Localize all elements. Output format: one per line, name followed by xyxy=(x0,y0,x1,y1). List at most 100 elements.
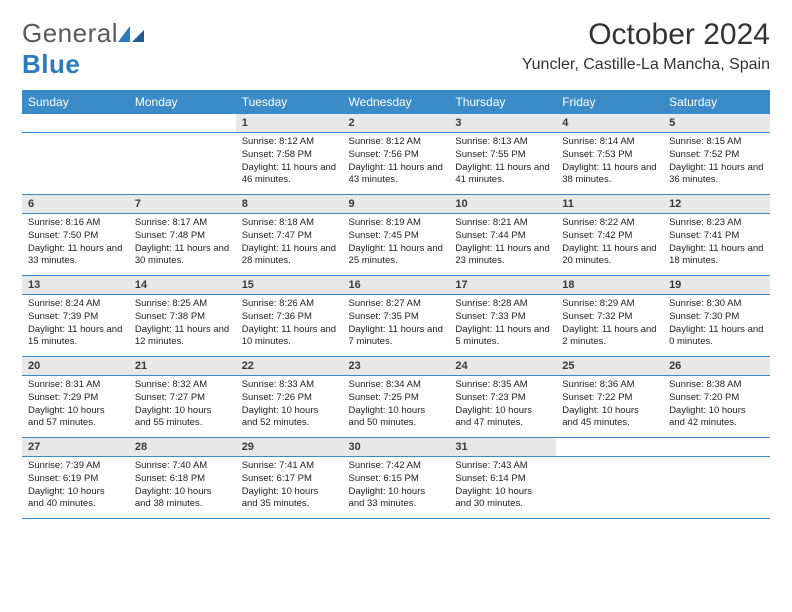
day-number xyxy=(22,114,129,133)
day-cell: Sunrise: 8:19 AMSunset: 7:45 PMDaylight:… xyxy=(343,214,450,276)
calendar-page: GeneralBlue October 2024 Yuncler, Castil… xyxy=(0,0,792,612)
day-number: 24 xyxy=(449,357,556,376)
sunrise-text: Sunrise: 8:36 AM xyxy=(562,379,657,392)
day-cell: Sunrise: 8:34 AMSunset: 7:25 PMDaylight:… xyxy=(343,376,450,438)
day-number: 6 xyxy=(22,195,129,214)
day-cell: Sunrise: 8:14 AMSunset: 7:53 PMDaylight:… xyxy=(556,133,663,195)
day-cell: Sunrise: 8:21 AMSunset: 7:44 PMDaylight:… xyxy=(449,214,556,276)
day-number: 28 xyxy=(129,438,236,457)
daylight-text: Daylight: 11 hours and 46 minutes. xyxy=(242,162,337,188)
day-cell: Sunrise: 8:30 AMSunset: 7:30 PMDaylight:… xyxy=(663,295,770,357)
sunrise-text: Sunrise: 8:35 AM xyxy=(455,379,550,392)
day-cell xyxy=(129,133,236,195)
daylight-text: Daylight: 11 hours and 12 minutes. xyxy=(135,324,230,350)
daylight-text: Daylight: 11 hours and 7 minutes. xyxy=(349,324,444,350)
day-cell: Sunrise: 7:42 AMSunset: 6:15 PMDaylight:… xyxy=(343,457,450,519)
sunset-text: Sunset: 7:56 PM xyxy=(349,149,444,162)
day-number-row: 13141516171819 xyxy=(22,276,770,295)
day-number: 22 xyxy=(236,357,343,376)
sunset-text: Sunset: 7:23 PM xyxy=(455,392,550,405)
sunset-text: Sunset: 7:47 PM xyxy=(242,230,337,243)
daylight-text: Daylight: 10 hours and 47 minutes. xyxy=(455,405,550,431)
sunset-text: Sunset: 7:26 PM xyxy=(242,392,337,405)
day-number xyxy=(129,114,236,133)
day-number: 10 xyxy=(449,195,556,214)
daylight-text: Daylight: 11 hours and 43 minutes. xyxy=(349,162,444,188)
sunrise-text: Sunrise: 7:39 AM xyxy=(28,460,123,473)
day-cell: Sunrise: 8:23 AMSunset: 7:41 PMDaylight:… xyxy=(663,214,770,276)
day-number: 31 xyxy=(449,438,556,457)
sunset-text: Sunset: 6:19 PM xyxy=(28,473,123,486)
sunrise-text: Sunrise: 8:12 AM xyxy=(242,136,337,149)
sunrise-text: Sunrise: 8:28 AM xyxy=(455,298,550,311)
day-number: 26 xyxy=(663,357,770,376)
day-content-row: Sunrise: 8:31 AMSunset: 7:29 PMDaylight:… xyxy=(22,376,770,438)
daylight-text: Daylight: 10 hours and 38 minutes. xyxy=(135,486,230,512)
day-cell: Sunrise: 8:24 AMSunset: 7:39 PMDaylight:… xyxy=(22,295,129,357)
day-number: 2 xyxy=(343,114,450,133)
day-header: Tuesday xyxy=(236,90,343,114)
day-number xyxy=(663,438,770,457)
day-number: 18 xyxy=(556,276,663,295)
day-cell xyxy=(22,133,129,195)
sunrise-text: Sunrise: 8:29 AM xyxy=(562,298,657,311)
day-number-row: 20212223242526 xyxy=(22,357,770,376)
day-number: 25 xyxy=(556,357,663,376)
day-cell: Sunrise: 8:12 AMSunset: 7:58 PMDaylight:… xyxy=(236,133,343,195)
logo-text: GeneralBlue xyxy=(22,18,144,80)
logo-word1: General xyxy=(22,18,118,48)
day-cell: Sunrise: 8:35 AMSunset: 7:23 PMDaylight:… xyxy=(449,376,556,438)
day-cell: Sunrise: 8:12 AMSunset: 7:56 PMDaylight:… xyxy=(343,133,450,195)
day-cell: Sunrise: 8:26 AMSunset: 7:36 PMDaylight:… xyxy=(236,295,343,357)
day-header: Monday xyxy=(129,90,236,114)
day-number: 17 xyxy=(449,276,556,295)
daylight-text: Daylight: 11 hours and 5 minutes. xyxy=(455,324,550,350)
day-cell: Sunrise: 8:38 AMSunset: 7:20 PMDaylight:… xyxy=(663,376,770,438)
sunrise-text: Sunrise: 8:38 AM xyxy=(669,379,764,392)
month-title: October 2024 xyxy=(522,18,770,52)
logo-sail-icon xyxy=(118,26,144,42)
daylight-text: Daylight: 10 hours and 57 minutes. xyxy=(28,405,123,431)
sunset-text: Sunset: 7:52 PM xyxy=(669,149,764,162)
sunrise-text: Sunrise: 8:25 AM xyxy=(135,298,230,311)
sunrise-text: Sunrise: 7:41 AM xyxy=(242,460,337,473)
day-number: 8 xyxy=(236,195,343,214)
day-cell: Sunrise: 8:28 AMSunset: 7:33 PMDaylight:… xyxy=(449,295,556,357)
daylight-text: Daylight: 10 hours and 45 minutes. xyxy=(562,405,657,431)
day-number-row: 6789101112 xyxy=(22,195,770,214)
logo-word2: Blue xyxy=(22,49,80,79)
day-number: 15 xyxy=(236,276,343,295)
sunset-text: Sunset: 7:53 PM xyxy=(562,149,657,162)
sunset-text: Sunset: 7:45 PM xyxy=(349,230,444,243)
daylight-text: Daylight: 11 hours and 2 minutes. xyxy=(562,324,657,350)
day-cell: Sunrise: 8:29 AMSunset: 7:32 PMDaylight:… xyxy=(556,295,663,357)
day-number: 23 xyxy=(343,357,450,376)
sunrise-text: Sunrise: 8:15 AM xyxy=(669,136,764,149)
daylight-text: Daylight: 10 hours and 52 minutes. xyxy=(242,405,337,431)
day-cell: Sunrise: 8:15 AMSunset: 7:52 PMDaylight:… xyxy=(663,133,770,195)
sunset-text: Sunset: 6:15 PM xyxy=(349,473,444,486)
daylight-text: Daylight: 10 hours and 33 minutes. xyxy=(349,486,444,512)
day-number: 11 xyxy=(556,195,663,214)
day-cell: Sunrise: 8:36 AMSunset: 7:22 PMDaylight:… xyxy=(556,376,663,438)
sunset-text: Sunset: 7:41 PM xyxy=(669,230,764,243)
sunrise-text: Sunrise: 8:33 AM xyxy=(242,379,337,392)
day-header: Sunday xyxy=(22,90,129,114)
day-cell: Sunrise: 8:18 AMSunset: 7:47 PMDaylight:… xyxy=(236,214,343,276)
sunset-text: Sunset: 7:50 PM xyxy=(28,230,123,243)
day-number: 9 xyxy=(343,195,450,214)
sunrise-text: Sunrise: 8:24 AM xyxy=(28,298,123,311)
sunrise-text: Sunrise: 8:14 AM xyxy=(562,136,657,149)
day-cell: Sunrise: 8:16 AMSunset: 7:50 PMDaylight:… xyxy=(22,214,129,276)
title-block: October 2024 Yuncler, Castille-La Mancha… xyxy=(522,18,770,74)
daylight-text: Daylight: 11 hours and 28 minutes. xyxy=(242,243,337,269)
day-number: 29 xyxy=(236,438,343,457)
day-cell xyxy=(663,457,770,519)
daylight-text: Daylight: 11 hours and 36 minutes. xyxy=(669,162,764,188)
sunrise-text: Sunrise: 8:12 AM xyxy=(349,136,444,149)
sunrise-text: Sunrise: 7:43 AM xyxy=(455,460,550,473)
sunrise-text: Sunrise: 8:19 AM xyxy=(349,217,444,230)
sunset-text: Sunset: 7:48 PM xyxy=(135,230,230,243)
sunset-text: Sunset: 6:18 PM xyxy=(135,473,230,486)
sunrise-text: Sunrise: 8:22 AM xyxy=(562,217,657,230)
